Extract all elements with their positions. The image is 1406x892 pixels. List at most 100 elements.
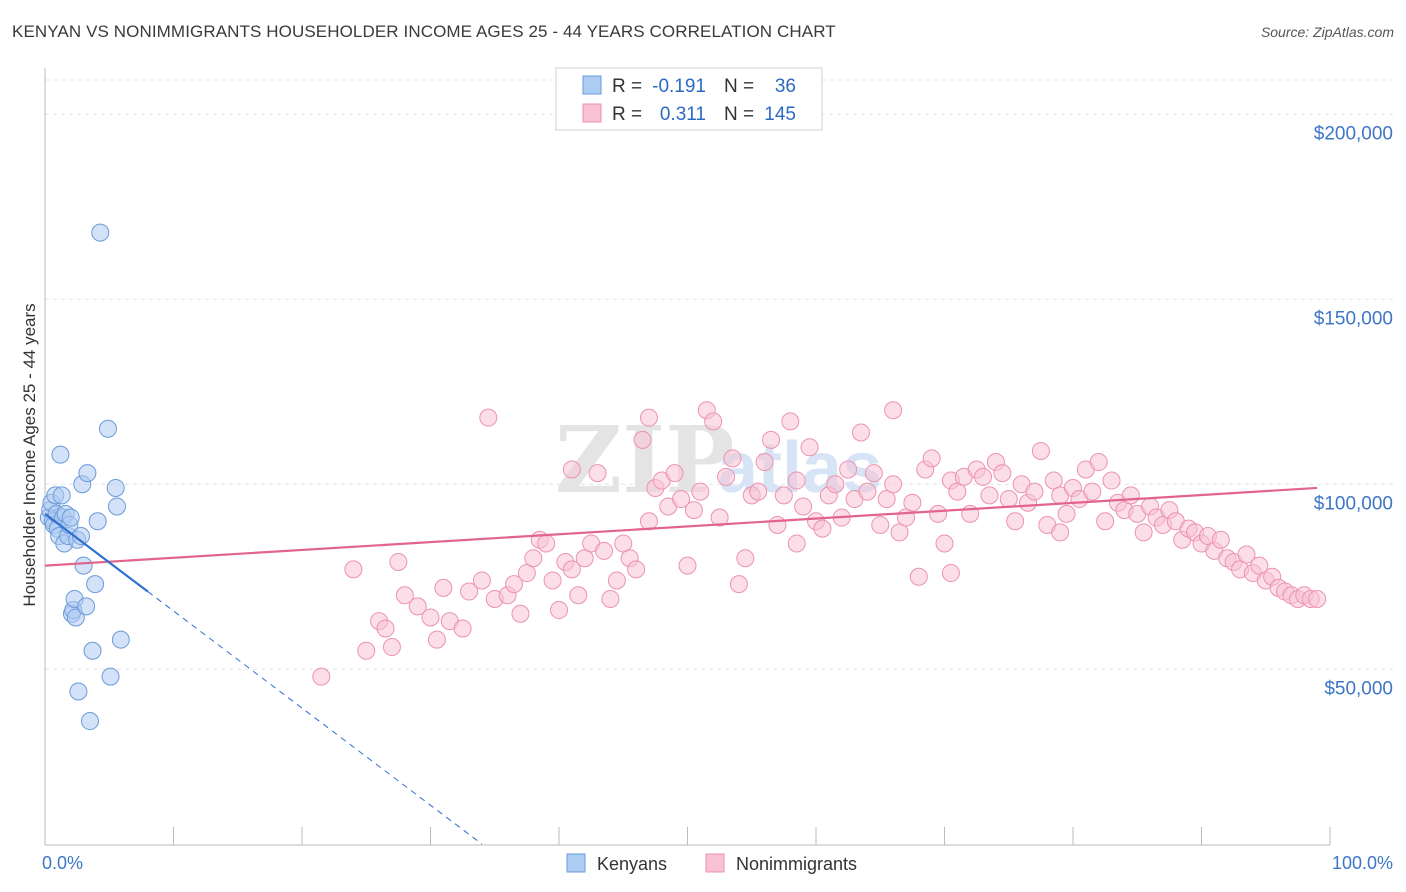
nonimmigrants-point bbox=[768, 515, 787, 534]
nonimmigrants-point bbox=[408, 597, 427, 616]
nonimmigrants-point bbox=[813, 519, 832, 538]
nonimmigrants-point bbox=[505, 575, 524, 594]
nonimmigrants-point bbox=[1057, 504, 1076, 523]
kenyans-point bbox=[80, 712, 99, 731]
nonimmigrants-point bbox=[588, 464, 607, 483]
kenyans-point bbox=[77, 597, 96, 616]
kenyans-point bbox=[91, 223, 110, 242]
nonimmigrants-point bbox=[729, 575, 748, 594]
x-tick-label: 100.0% bbox=[1332, 853, 1393, 873]
y-tick-label: $50,000 bbox=[1324, 678, 1393, 699]
nonimmigrants-point bbox=[344, 560, 363, 579]
kenyans-point bbox=[101, 667, 120, 686]
nonimmigrants-point bbox=[941, 564, 960, 583]
nonimmigrants-point bbox=[627, 560, 646, 579]
nonimmigrants-point bbox=[511, 604, 530, 623]
nonimmigrants-point bbox=[993, 464, 1012, 483]
nonimmigrants-point bbox=[717, 467, 736, 486]
kenyans-points bbox=[39, 223, 130, 731]
nonimmigrants-point bbox=[774, 486, 793, 505]
nonimmigrants-point bbox=[1083, 482, 1102, 501]
legend-r-label: R = bbox=[612, 76, 642, 97]
nonimmigrants-point bbox=[633, 430, 652, 449]
nonimmigrants-point bbox=[884, 401, 903, 420]
source-credit: Source: ZipAtlas.com bbox=[1260, 24, 1394, 40]
nonimmigrants-point bbox=[787, 534, 806, 553]
nonimmigrants-point bbox=[794, 497, 813, 516]
nonimmigrants-point bbox=[594, 541, 613, 560]
chart-title: KENYAN VS NONIMMIGRANTS HOUSEHOLDER INCO… bbox=[12, 22, 836, 41]
nonimmigrants-point bbox=[537, 534, 556, 553]
nonimmigrants-point bbox=[601, 589, 620, 608]
nonimmigrants-point bbox=[1211, 530, 1230, 549]
legend-label-kenyans: Kenyans bbox=[597, 854, 667, 874]
nonimmigrants-point bbox=[382, 638, 401, 657]
nonimmigrants-point bbox=[691, 482, 710, 501]
nonimmigrants-point bbox=[710, 508, 729, 527]
legend-swatch-kenyans bbox=[566, 853, 586, 873]
y-tick-labels: $50,000 $100,000 $150,000 $200,000 bbox=[1314, 123, 1393, 699]
nonimmigrants-point bbox=[909, 567, 928, 586]
nonimmigrants-point bbox=[312, 667, 331, 686]
legend-label-nonimmigrants: Nonimmigrants bbox=[736, 854, 857, 874]
nonimmigrants-point bbox=[665, 464, 684, 483]
nonimmigrants-point bbox=[723, 449, 742, 468]
kenyans-point bbox=[71, 527, 90, 546]
nonimmigrants-point bbox=[755, 453, 774, 472]
kenyans-point bbox=[107, 497, 126, 516]
nonimmigrants-point bbox=[678, 556, 697, 575]
nonimmigrants-point bbox=[787, 471, 806, 490]
legend-n-label: N = bbox=[724, 104, 754, 125]
kenyans-point bbox=[52, 486, 71, 505]
legend-swatch-nonimmigrants bbox=[582, 103, 602, 123]
kenyans-point bbox=[88, 512, 107, 531]
nonimmigrants-point bbox=[749, 482, 768, 501]
nonimmigrants-point bbox=[884, 475, 903, 494]
kenyans-point bbox=[83, 641, 102, 660]
x-tick-labels: 0.0% 100.0% bbox=[42, 853, 1393, 873]
kenyans-point bbox=[69, 682, 88, 701]
nonimmigrants-point bbox=[543, 571, 562, 590]
nonimmigrants-point bbox=[427, 630, 446, 649]
legend-swatch-kenyans bbox=[582, 75, 602, 95]
x-tick-label: 0.0% bbox=[42, 853, 83, 873]
legend-n-value-kenyans: 36 bbox=[775, 76, 796, 97]
nonimmigrants-point bbox=[524, 549, 543, 568]
nonimmigrants-point bbox=[1134, 523, 1153, 542]
kenyans-point bbox=[74, 556, 93, 575]
legend-r-label: R = bbox=[612, 104, 642, 125]
nonimmigrants-point bbox=[1308, 589, 1327, 608]
nonimmigrants-point bbox=[781, 412, 800, 431]
nonimmigrants-point bbox=[460, 582, 479, 601]
nonimmigrants-point bbox=[395, 586, 414, 605]
nonimmigrants-trend-line bbox=[44, 486, 1318, 567]
nonimmigrants-point bbox=[672, 490, 691, 509]
kenyans-point bbox=[86, 575, 105, 594]
nonimmigrants-point bbox=[826, 475, 845, 494]
nonimmigrants-point bbox=[1096, 512, 1115, 531]
nonimmigrants-point bbox=[639, 408, 658, 427]
nonimmigrants-point bbox=[929, 504, 948, 523]
nonimmigrants-point bbox=[389, 552, 408, 571]
y-tick-label: $100,000 bbox=[1314, 493, 1393, 514]
kenyans-point bbox=[78, 464, 97, 483]
axes bbox=[44, 68, 1331, 846]
legend-r-value-kenyans: -0.191 bbox=[652, 76, 706, 97]
legend-n-value-nonimmigrants: 145 bbox=[764, 104, 796, 125]
nonimmigrants-point bbox=[922, 449, 941, 468]
stats-legend: R = -0.191 N = 36 R = 0.311 N = 145 bbox=[555, 67, 823, 131]
y-tick-label: $200,000 bbox=[1314, 123, 1393, 144]
y-tick-label: $150,000 bbox=[1314, 308, 1393, 329]
nonimmigrants-point bbox=[1006, 512, 1025, 531]
kenyans-point bbox=[98, 419, 117, 438]
kenyans-point bbox=[61, 508, 80, 527]
trend-lines bbox=[44, 486, 1318, 845]
nonimmigrants-point bbox=[736, 549, 755, 568]
y-axis-label: Householder Income Ages 25 - 44 years bbox=[20, 303, 39, 606]
nonimmigrants-point bbox=[903, 493, 922, 512]
kenyans-point bbox=[66, 608, 85, 627]
nonimmigrants-point bbox=[434, 578, 453, 597]
kenyans-point bbox=[51, 445, 70, 464]
nonimmigrants-point bbox=[858, 482, 877, 501]
kenyans-point bbox=[106, 478, 125, 497]
